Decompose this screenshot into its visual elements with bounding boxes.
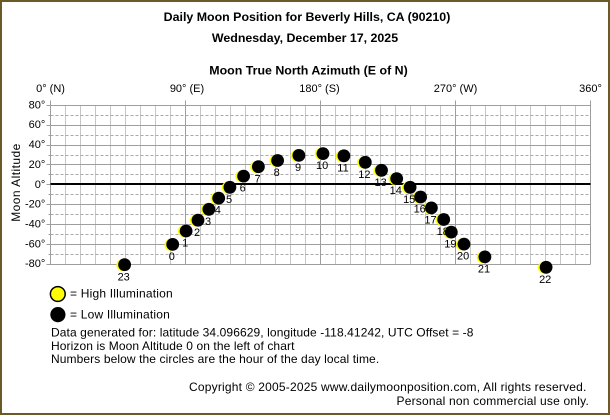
svg-text:14: 14: [390, 185, 402, 197]
svg-text:Moon Altitude: Moon Altitude: [9, 143, 23, 222]
svg-text:80°: 80°: [29, 99, 46, 111]
svg-text:-60°: -60°: [25, 238, 45, 250]
svg-text:3: 3: [205, 216, 211, 228]
svg-text:0: 0: [169, 251, 175, 263]
svg-text:90° (E): 90° (E): [170, 83, 204, 95]
svg-text:5: 5: [226, 194, 232, 206]
svg-text:23: 23: [118, 271, 130, 283]
svg-text:360°: 360°: [579, 83, 602, 95]
svg-text:7: 7: [254, 173, 260, 185]
svg-text:Wednesday, December 17, 2025: Wednesday, December 17, 2025: [212, 31, 398, 45]
svg-text:11: 11: [337, 162, 348, 174]
svg-text:= Low Illumination: = Low Illumination: [70, 308, 170, 322]
svg-text:9: 9: [295, 162, 301, 174]
svg-text:18: 18: [437, 226, 449, 238]
svg-text:Copyright © 2005-2025 www.dail: Copyright © 2005-2025 www.dailymoonposit…: [189, 380, 587, 394]
svg-text:2: 2: [194, 227, 200, 239]
svg-text:4: 4: [215, 205, 221, 217]
svg-text:8: 8: [274, 167, 280, 179]
svg-text:22: 22: [539, 274, 551, 286]
svg-text:1: 1: [182, 238, 188, 250]
svg-text:180° (S): 180° (S): [299, 83, 339, 95]
svg-text:19: 19: [444, 239, 456, 251]
svg-text:40°: 40°: [29, 139, 46, 151]
svg-text:Moon True North Azimuth (E of: Moon True North Azimuth (E of N): [209, 64, 407, 78]
svg-text:-20°: -20°: [25, 199, 45, 211]
svg-text:-40°: -40°: [25, 219, 45, 231]
svg-text:20°: 20°: [29, 159, 46, 171]
svg-text:0°: 0°: [35, 179, 46, 191]
svg-text:20: 20: [457, 251, 469, 263]
svg-text:10: 10: [316, 160, 328, 172]
svg-text:Horizon is Moon Altitude 0 on: Horizon is Moon Altitude 0 on the left o…: [51, 339, 295, 353]
svg-text:270° (W): 270° (W): [434, 83, 478, 95]
svg-text:Daily Moon Position for Beverl: Daily Moon Position for Beverly Hills, C…: [164, 10, 451, 24]
svg-text:60°: 60°: [29, 119, 46, 131]
svg-text:-80°: -80°: [25, 258, 45, 270]
svg-text:Personal non commercial use on: Personal non commercial use only.: [397, 394, 589, 408]
svg-text:= High Illumination: = High Illumination: [70, 287, 173, 301]
svg-text:17: 17: [424, 215, 436, 227]
svg-text:Data generated for: latitude 3: Data generated for: latitude 34.096629, …: [51, 326, 474, 340]
svg-text:6: 6: [240, 183, 246, 195]
svg-text:0° (N): 0° (N): [36, 83, 65, 95]
svg-text:Numbers below the circles are: Numbers below the circles are the hour o…: [51, 352, 379, 366]
svg-text:21: 21: [478, 264, 490, 276]
svg-text:12: 12: [358, 169, 370, 181]
svg-text:13: 13: [374, 177, 386, 189]
svg-text:16: 16: [414, 204, 426, 216]
svg-text:15: 15: [403, 194, 415, 206]
